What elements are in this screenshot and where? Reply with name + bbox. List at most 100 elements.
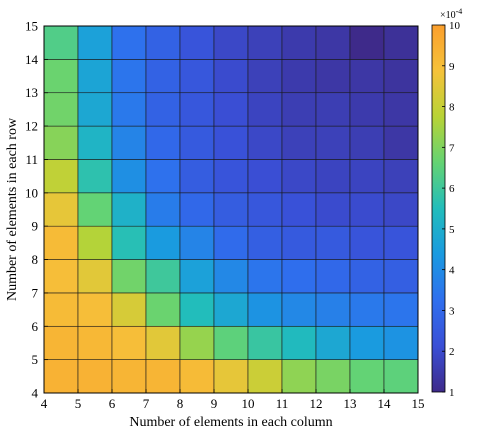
heatmap-cell bbox=[145, 259, 181, 294]
heatmap-cell bbox=[179, 125, 215, 160]
colorbar-multiplier-base: ×10 bbox=[440, 10, 456, 21]
heatmap-cell bbox=[315, 59, 351, 94]
heatmap-cell bbox=[247, 259, 283, 294]
x-tick-label: 7 bbox=[143, 396, 150, 411]
heatmap-cell bbox=[111, 359, 147, 394]
heatmap-cell bbox=[111, 325, 147, 360]
heatmap-cell bbox=[179, 359, 215, 394]
heatmap-cell bbox=[77, 325, 113, 360]
heatmap-cell bbox=[281, 359, 317, 394]
x-tick-label: 12 bbox=[310, 396, 323, 411]
colorbar-tick-label: 3 bbox=[449, 305, 455, 317]
heatmap-cell bbox=[179, 292, 215, 327]
heatmap-cell bbox=[43, 292, 79, 327]
heatmap-cell bbox=[43, 125, 79, 160]
heatmap-cell bbox=[43, 325, 79, 360]
heatmap-cell bbox=[213, 125, 249, 160]
x-tick-label: 11 bbox=[276, 396, 289, 411]
heatmap-cell bbox=[349, 259, 385, 294]
heatmap-cell bbox=[77, 25, 113, 60]
colorbar-tick-label: 8 bbox=[449, 102, 455, 114]
colorbar-tick-label: 5 bbox=[449, 224, 455, 236]
heatmap-cell bbox=[179, 225, 215, 260]
heatmap-cell bbox=[111, 192, 147, 227]
x-tick-label: 9 bbox=[211, 396, 218, 411]
heatmap-cell bbox=[43, 92, 79, 127]
x-tick-label: 4 bbox=[41, 396, 48, 411]
x-tick-label: 10 bbox=[242, 396, 255, 411]
heatmap-cell bbox=[111, 292, 147, 327]
y-tick-label: 5 bbox=[32, 352, 39, 367]
heatmap-cell bbox=[145, 25, 181, 60]
heatmap-cell bbox=[179, 59, 215, 94]
heatmap-cell bbox=[179, 325, 215, 360]
heatmap-cell bbox=[145, 125, 181, 160]
heatmap-cell bbox=[349, 125, 385, 160]
heatmap-cell bbox=[281, 192, 317, 227]
heatmap-cell bbox=[145, 59, 181, 94]
heatmap-cell bbox=[213, 159, 249, 194]
x-tick-label: 6 bbox=[109, 396, 116, 411]
y-tick-label: 9 bbox=[32, 219, 39, 234]
heatmap-cell bbox=[247, 225, 283, 260]
heatmap-cell bbox=[77, 259, 113, 294]
heatmap-cell bbox=[111, 125, 147, 160]
x-tick-label: 8 bbox=[177, 396, 184, 411]
y-tick-label: 12 bbox=[25, 119, 38, 134]
x-tick-label: 15 bbox=[412, 396, 425, 411]
heatmap-cell bbox=[77, 192, 113, 227]
colorbar-ticks: 1 2 3 4 5 6 7 8 9 10 bbox=[442, 20, 461, 399]
heatmap-cell bbox=[315, 125, 351, 160]
heatmap-cell bbox=[213, 25, 249, 60]
colorbar-tick-label: 1 bbox=[449, 387, 455, 399]
heatmap-cell bbox=[43, 225, 79, 260]
heatmap-cell bbox=[247, 192, 283, 227]
heatmap-cell bbox=[77, 225, 113, 260]
heatmap-cell bbox=[247, 125, 283, 160]
heatmap-cell bbox=[247, 325, 283, 360]
y-tick-label: 11 bbox=[25, 152, 38, 167]
colorbar bbox=[431, 24, 446, 393]
heatmap-cell bbox=[315, 25, 351, 60]
heatmap-cell bbox=[247, 92, 283, 127]
heatmap-cell bbox=[349, 359, 385, 394]
heatmap-cell bbox=[145, 325, 181, 360]
heatmap-cell bbox=[315, 259, 351, 294]
heatmap-cell bbox=[77, 292, 113, 327]
heatmap-cell bbox=[383, 292, 419, 327]
heatmap-cell bbox=[247, 359, 283, 394]
y-axis-ticks: 4 5 6 7 8 9 10 11 12 13 14 15 bbox=[25, 19, 48, 401]
heatmap-cell bbox=[349, 325, 385, 360]
colorbar-tick-label: 7 bbox=[449, 142, 455, 154]
heatmap-cell bbox=[43, 359, 79, 394]
heatmap-cell bbox=[383, 359, 419, 394]
colorbar-tick-label: 2 bbox=[449, 346, 455, 358]
heatmap-cell bbox=[281, 25, 317, 60]
y-tick-label: 8 bbox=[32, 252, 39, 267]
heatmap-cell bbox=[77, 159, 113, 194]
colorbar-exponent: -4 bbox=[456, 7, 463, 16]
heatmap-cell bbox=[383, 325, 419, 360]
heatmap-cell bbox=[383, 259, 419, 294]
heatmap-cell bbox=[281, 159, 317, 194]
y-axis-label: Number of elements in each row bbox=[5, 117, 20, 301]
heatmap-cell bbox=[213, 292, 249, 327]
heatmap-cell bbox=[383, 192, 419, 227]
heatmap-cell bbox=[77, 92, 113, 127]
heatmap-cell bbox=[315, 359, 351, 394]
heatmap-cell bbox=[213, 225, 249, 260]
heatmap-cell bbox=[77, 125, 113, 160]
heatmap-cell bbox=[383, 159, 419, 194]
heatmap-cell bbox=[213, 325, 249, 360]
heatmap-cell bbox=[349, 159, 385, 194]
heatmap-cell bbox=[145, 92, 181, 127]
heatmap-cell bbox=[111, 92, 147, 127]
heatmap-cell bbox=[281, 59, 317, 94]
heatmap-cell bbox=[213, 92, 249, 127]
heatmap-cell bbox=[179, 159, 215, 194]
heatmap-cell bbox=[111, 259, 147, 294]
x-axis-label: Number of elements in each column bbox=[129, 415, 332, 430]
y-tick-label: 13 bbox=[25, 85, 38, 100]
heatmap-cell bbox=[213, 59, 249, 94]
colorbar-tick-label: 10 bbox=[449, 20, 461, 32]
